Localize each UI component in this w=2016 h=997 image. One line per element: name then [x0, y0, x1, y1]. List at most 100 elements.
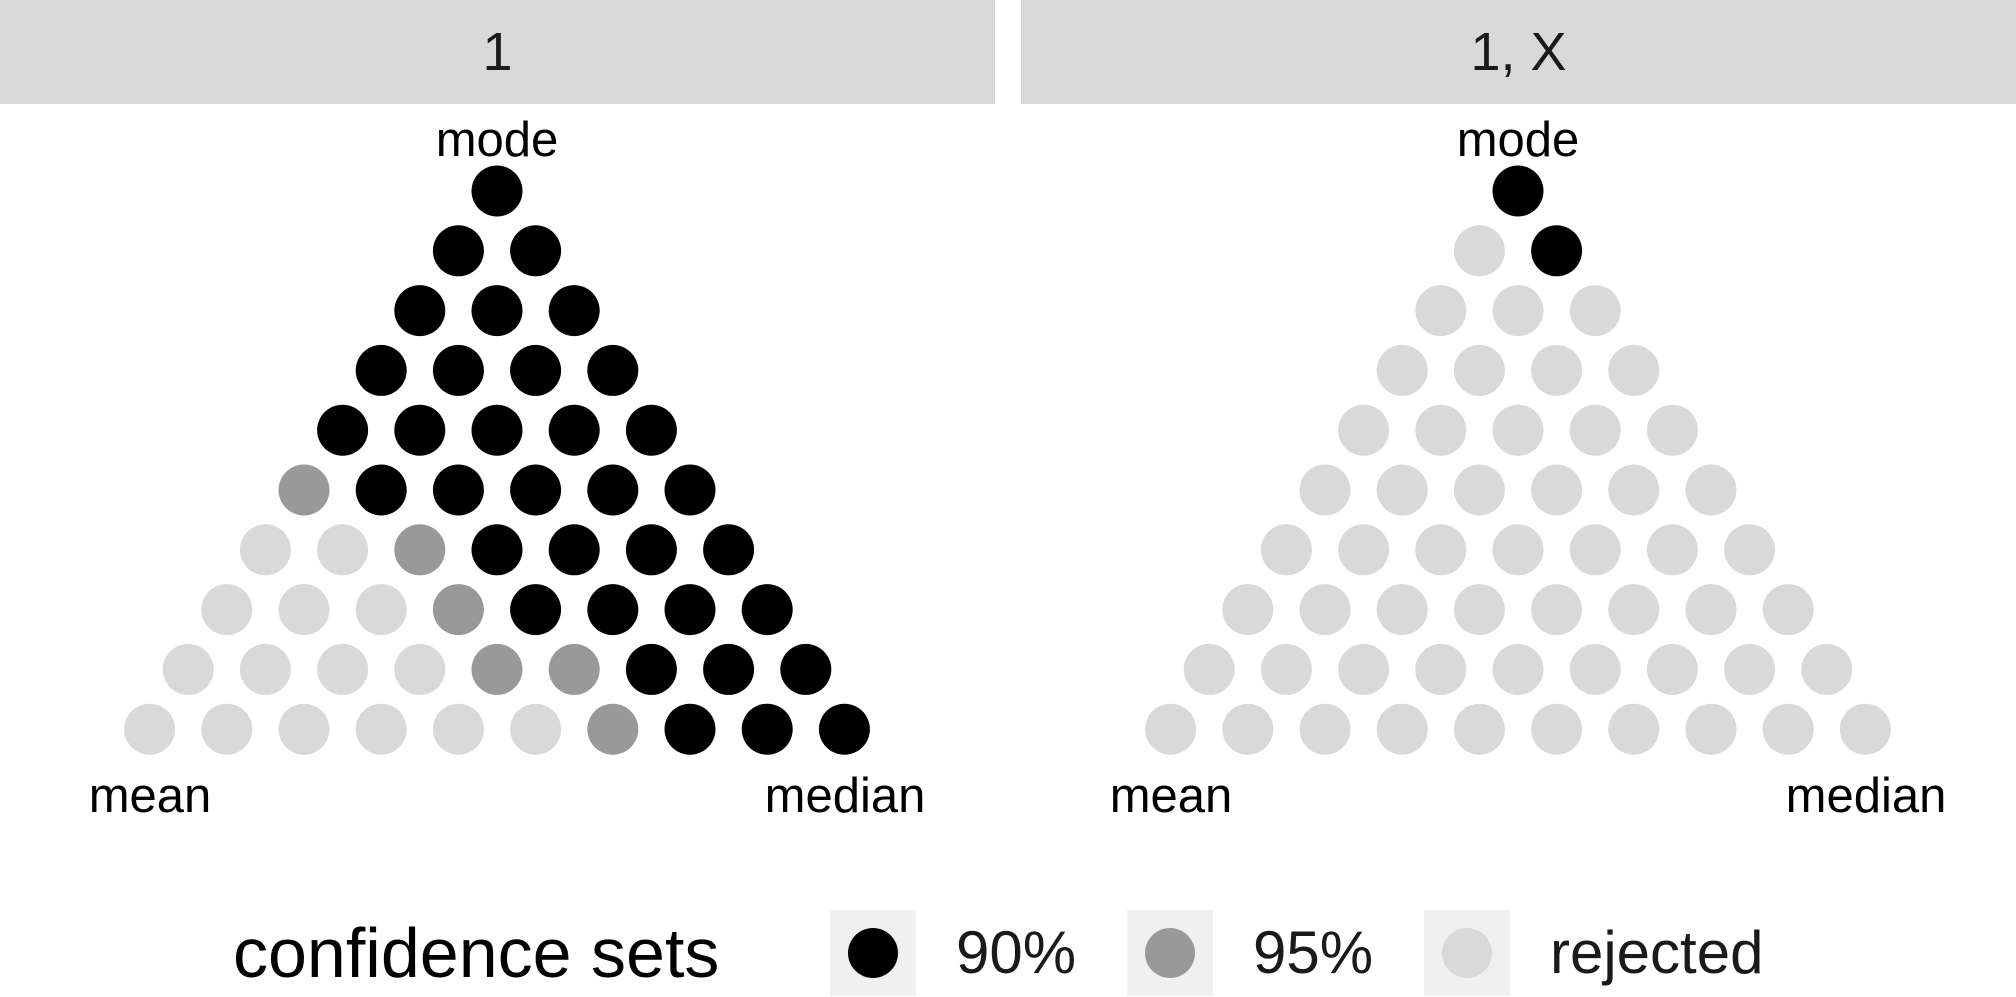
dot-rejected: [1762, 703, 1814, 755]
dot-90: [432, 344, 484, 396]
facet-panel-2: 1, X mode mean median: [1021, 0, 2016, 860]
dot-rejected: [1453, 225, 1505, 277]
dot-rejected: [239, 524, 291, 576]
dot-rejected: [1415, 524, 1467, 576]
dot-90: [355, 464, 407, 516]
dot-rejected: [1376, 703, 1428, 755]
dot-rejected: [162, 643, 214, 695]
dot-rejected: [1453, 344, 1505, 396]
dot-90: [471, 285, 523, 337]
vertex-label-mean: mean: [1110, 769, 1233, 823]
facet-strip-label: 1, X: [1470, 22, 1567, 82]
dot-rejected: [1260, 643, 1312, 695]
dot-90: [510, 344, 562, 396]
dot-rejected: [1724, 643, 1776, 695]
dot-90: [471, 524, 523, 576]
dot-90: [394, 285, 446, 337]
vertex-label-median: median: [765, 769, 926, 823]
dot-95: [394, 524, 446, 576]
dot-rejected: [1376, 584, 1428, 636]
dot-95: [471, 643, 523, 695]
facet-panel-1: 1 mode mean median: [0, 0, 995, 860]
vertex-label-mean: mean: [89, 769, 212, 823]
dot-90: [664, 584, 716, 636]
dot-rejected: [1415, 285, 1467, 337]
legend-dot-90: [848, 928, 898, 978]
dot-rejected: [1260, 524, 1312, 576]
dot-90: [703, 643, 755, 695]
dot-rejected: [1338, 524, 1390, 576]
dot-rejected: [1222, 703, 1274, 755]
dot-rejected: [1453, 703, 1505, 755]
dot-95: [278, 464, 330, 516]
dot-rejected: [1569, 524, 1621, 576]
dot-90: [510, 225, 562, 277]
dot-rejected: [1724, 524, 1776, 576]
facet-strip-label: 1: [482, 22, 513, 82]
dot-rejected: [1531, 584, 1583, 636]
dot-rejected: [1183, 643, 1235, 695]
legend-label-95: 95%: [1253, 919, 1374, 986]
dot-rejected: [1646, 643, 1698, 695]
dot-95: [587, 703, 639, 755]
dot-90: [587, 584, 639, 636]
dot-rejected: [1569, 404, 1621, 456]
dot-rejected: [1376, 344, 1428, 396]
dot-90: [432, 225, 484, 277]
dot-90: [625, 643, 677, 695]
dot-rejected: [394, 643, 446, 695]
triangle-plot: mode mean median: [1110, 113, 1947, 823]
dot-rejected: [1531, 344, 1583, 396]
dot-rejected: [355, 703, 407, 755]
dot-rejected: [1646, 404, 1698, 456]
dot-90: [548, 524, 600, 576]
dot-rejected: [1338, 404, 1390, 456]
dot-rejected: [1762, 584, 1814, 636]
dot-rejected: [317, 524, 369, 576]
dot-rejected: [1453, 584, 1505, 636]
dot-90: [664, 464, 716, 516]
dot-grid: [124, 165, 870, 755]
dot-90: [741, 584, 793, 636]
dot-90: [471, 165, 523, 217]
dot-rejected: [1839, 703, 1891, 755]
legend-key-90: [830, 910, 916, 996]
dot-90: [587, 344, 639, 396]
dot-90: [703, 524, 755, 576]
dot-90: [548, 285, 600, 337]
dot-90: [548, 404, 600, 456]
legend-label-90: 90%: [956, 919, 1077, 986]
dot-rejected: [1492, 404, 1544, 456]
dot-rejected: [1646, 524, 1698, 576]
dot-95: [548, 643, 600, 695]
dot-rejected: [1222, 584, 1274, 636]
facet-strip: 1: [0, 0, 995, 104]
dot-90: [317, 404, 369, 456]
dot-90: [471, 404, 523, 456]
dot-90: [625, 404, 677, 456]
dot-90: [355, 344, 407, 396]
dot-rejected: [1569, 643, 1621, 695]
facet-strip: 1, X: [1021, 0, 2016, 104]
dot-rejected: [1299, 584, 1351, 636]
legend-dot-95: [1145, 928, 1195, 978]
dot-90: [587, 464, 639, 516]
dot-90: [818, 703, 870, 755]
dot-rejected: [1492, 285, 1544, 337]
dot-rejected: [124, 703, 176, 755]
dot-rejected: [1492, 643, 1544, 695]
dot-95: [432, 584, 484, 636]
triangle-plot: mode mean median: [89, 113, 926, 823]
dot-rejected: [201, 584, 253, 636]
dot-rejected: [1685, 703, 1737, 755]
dot-rejected: [1531, 464, 1583, 516]
dot-rejected: [1338, 643, 1390, 695]
dot-rejected: [1608, 464, 1660, 516]
legend-dot-rejected: [1442, 928, 1492, 978]
dot-90: [432, 464, 484, 516]
dot-grid: [1145, 165, 1891, 755]
dot-90: [1531, 225, 1583, 277]
dot-rejected: [1685, 464, 1737, 516]
legend-title: confidence sets: [233, 914, 720, 992]
